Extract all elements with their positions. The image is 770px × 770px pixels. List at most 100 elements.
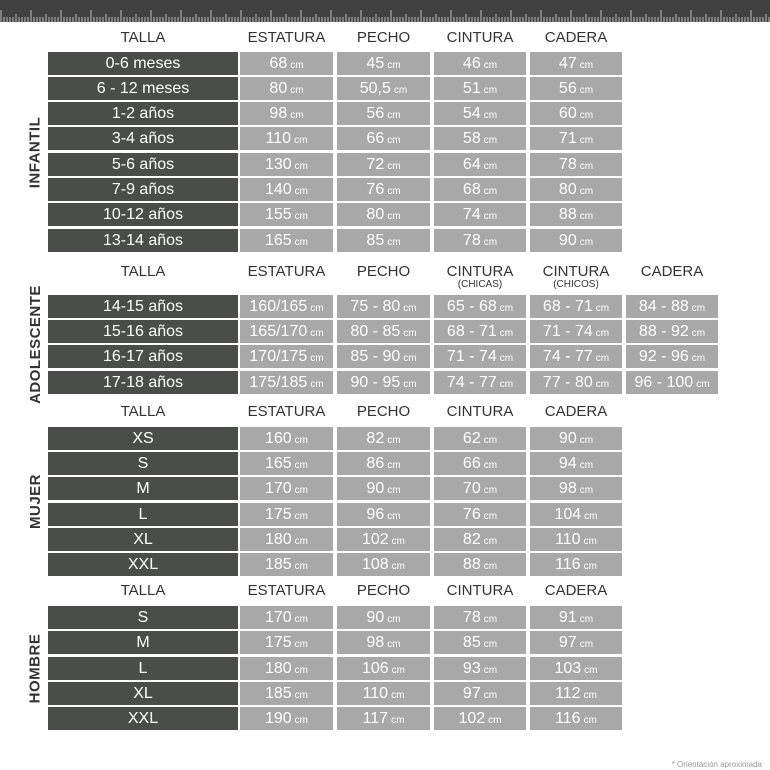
unit-label: cm <box>583 690 597 701</box>
section-label: MUJER <box>22 427 48 576</box>
column-header: CADERA <box>530 30 622 46</box>
measure-cell: 45 cm <box>337 52 430 75</box>
unit-label: cm <box>483 85 498 96</box>
size-label-cell: L <box>48 503 238 526</box>
size-label-cell: XXL <box>48 553 238 576</box>
column-header: CINTURA (CHICOS) <box>530 264 622 290</box>
column-header-subtitle: (CHICOS) <box>553 279 599 290</box>
measure-value: 90 <box>366 609 385 626</box>
measure-cell: 160 cm <box>240 427 333 450</box>
measure-cell: 54 cm <box>434 102 526 125</box>
measure-value: 160 <box>264 430 292 447</box>
size-label-cell: 5-6 años <box>48 153 238 176</box>
size-label-cell: XL <box>48 528 238 551</box>
column-header: ESTATURA <box>240 264 333 280</box>
size-label-cell: XS <box>48 427 238 450</box>
measure-value: 165 <box>264 455 292 472</box>
measure-value: 80 <box>558 181 577 198</box>
unit-label: cm <box>387 237 401 248</box>
unit-label: cm <box>499 328 514 339</box>
measure-value: 110 <box>555 531 581 548</box>
size-label: XXL <box>127 556 159 573</box>
measure-cell: 96 cm <box>337 503 430 526</box>
unit-label: cm <box>579 614 594 625</box>
measure-value: 96 - 100 <box>634 374 694 391</box>
measure-cell: 60 cm <box>530 102 622 125</box>
measure-cell: 88 cm <box>530 203 622 226</box>
measure-cell: 65 - 68 cm <box>434 295 526 318</box>
measure-value: 65 - 68 <box>446 298 497 315</box>
measure-value: 90 <box>366 480 385 497</box>
measure-value: 78 <box>462 232 481 249</box>
measure-value: 130 <box>264 156 292 173</box>
column-header: PECHO <box>337 264 430 280</box>
measure-value: 190 <box>264 710 292 727</box>
size-label-cell: 3-4 años <box>48 127 238 150</box>
measure-cell: 175 cm <box>240 503 333 526</box>
column-header-title: TALLA <box>120 263 166 280</box>
column-header-title: ESTATURA <box>247 29 326 46</box>
unit-label: cm <box>391 715 405 726</box>
measure-cell: 71 cm <box>530 127 622 150</box>
size-label-cell: 17-18 años <box>48 371 238 394</box>
column-header: CINTURA <box>434 404 526 420</box>
measure-cell: 68 cm <box>240 52 333 75</box>
measure-cell: 80 - 85 cm <box>337 320 430 343</box>
measure-cell: 96 - 100 cm <box>626 371 718 394</box>
measure-cell: 98 cm <box>530 477 622 500</box>
unit-label: cm <box>387 161 401 172</box>
unit-label: cm <box>579 435 594 446</box>
measure-value: 62 <box>462 430 481 447</box>
unit-label: cm <box>483 237 498 248</box>
measure-value: 86 <box>366 455 385 472</box>
measure-value: 102 <box>458 710 486 727</box>
measure-value: 80 - 85 <box>350 323 401 340</box>
section-label: INFANTIL <box>22 52 48 252</box>
measure-cell: 76 cm <box>337 178 430 201</box>
measure-cell: 85 cm <box>434 631 526 654</box>
measure-value: 108 <box>361 556 389 573</box>
footnote: * Orientación aproximada <box>671 760 762 769</box>
measure-value: 54 <box>462 105 481 122</box>
size-label: 16-17 años <box>102 348 184 365</box>
ruler-bar <box>0 0 770 22</box>
measure-cell: 140 cm <box>240 178 333 201</box>
unit-label: cm <box>294 161 309 172</box>
measure-value: 160/165 <box>249 298 308 315</box>
measure-cell: 70 cm <box>434 477 526 500</box>
measure-cell: 46 cm <box>434 52 526 75</box>
column-header: PECHO <box>337 404 430 420</box>
unit-label: cm <box>483 614 498 625</box>
unit-label: cm <box>691 328 706 339</box>
unit-label: cm <box>579 110 594 121</box>
measure-cell: 160/165 cm <box>240 295 333 318</box>
measure-value: 70 <box>462 480 481 497</box>
measure-value: 74 - 77 <box>542 348 593 365</box>
size-label: L <box>138 660 148 677</box>
measure-cell: 93 cm <box>434 657 526 680</box>
measure-cell: 71 - 74 cm <box>434 345 526 368</box>
measure-value: 116 <box>555 556 581 573</box>
measure-cell: 130 cm <box>240 153 333 176</box>
measure-value: 185 <box>264 685 292 702</box>
measure-value: 66 <box>366 130 385 147</box>
measure-cell: 62 cm <box>434 427 526 450</box>
measure-value: 74 - 77 <box>446 374 497 391</box>
unit-label: cm <box>579 485 594 496</box>
measure-value: 165 <box>264 232 292 249</box>
measure-value: 90 <box>558 232 577 249</box>
unit-label: cm <box>310 303 324 314</box>
measure-cell: 175/185 cm <box>240 371 333 394</box>
unit-label: cm <box>387 435 401 446</box>
unit-label: cm <box>391 665 406 676</box>
measure-cell: 117 cm <box>337 707 430 730</box>
size-label: 10-12 años <box>102 206 184 223</box>
unit-label: cm <box>403 353 417 364</box>
unit-label: cm <box>483 211 498 222</box>
column-header-title: CINTURA <box>446 263 514 280</box>
section-label-text: INFANTIL <box>26 116 44 188</box>
measure-cell: 165 cm <box>240 452 333 475</box>
measure-value: 68 <box>269 55 288 72</box>
size-label-cell: 1-2 años <box>48 102 238 125</box>
unit-label: cm <box>691 353 706 364</box>
